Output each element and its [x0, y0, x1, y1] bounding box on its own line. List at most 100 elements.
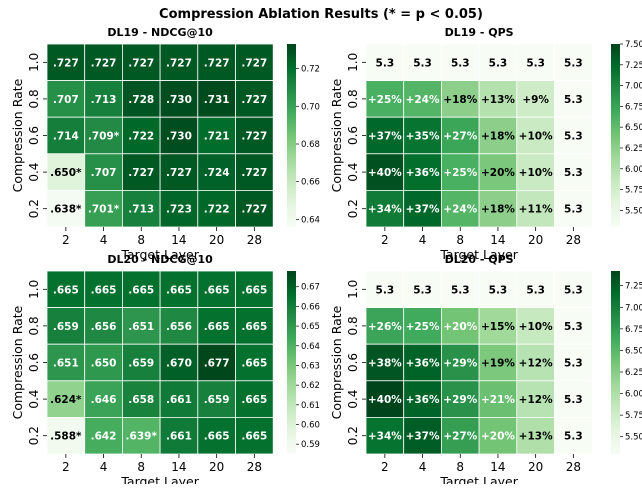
panel-dl19-ndcg-x-tick-label: 4	[100, 233, 108, 247]
panel-dl20-qps-x-tick-label: 2	[381, 460, 389, 474]
panel-dl20-ndcg-x-tick-label: 20	[209, 460, 224, 474]
panel-dl20-qps-colorbar-tick-label: 6.50	[625, 346, 642, 356]
panel-dl20-ndcg-cell-label: .665	[204, 431, 230, 443]
panel-dl20-qps-colorbar-tick-label: 6.25	[625, 368, 642, 378]
panel-dl20-qps-cell-label: +20%	[481, 431, 515, 443]
panel-dl19-ndcg-cell-label: .727	[166, 167, 192, 179]
panel-dl20-ndcg-cell-label: .624*	[50, 394, 82, 406]
panel-dl20-qps-cell-label: 5.3	[451, 284, 470, 296]
panel-dl20-ndcg-cell	[197, 416, 236, 455]
panel-dl19-ndcg-cell-label: .728	[128, 94, 154, 106]
panel-dl19-ndcg-cell-label: .730	[166, 94, 192, 106]
panel-dl20-qps-cell	[554, 270, 593, 308]
panel-dl20-qps-cell	[554, 416, 593, 455]
panel-dl19-qps-x-tick-label: 8	[456, 233, 464, 247]
panel-dl19-ndcg-y-axis-label: Compression Rate	[10, 78, 25, 192]
panel-dl19-qps-cell-label: +9%	[522, 94, 549, 106]
panel-dl20-ndcg-colorbar-tick-label: 0.66	[301, 302, 320, 312]
panel-dl19-ndcg-cell-label: .727	[241, 131, 267, 143]
panel-dl19-qps-cell	[478, 189, 518, 228]
panel-dl20-ndcg-cell-label: .656	[166, 321, 192, 333]
panel-dl20-ndcg-title: DL20 - NDCG@10	[107, 253, 213, 266]
panel-dl20-qps-cell	[554, 380, 593, 418]
panel-dl19-qps-y-tick-label: 0.6	[346, 126, 360, 145]
panel-dl19-qps-cell	[403, 43, 442, 81]
panel-dl20-qps-cell-label: 5.3	[564, 284, 583, 296]
panel-dl20-ndcg-cell	[235, 343, 274, 382]
panel-dl19-qps-y-tick-label: 0.2	[346, 199, 360, 218]
panel-dl19-qps-y-tick-label: 1.0	[346, 53, 360, 72]
panel-dl20-ndcg-colorbar-tick-label: 0.61	[301, 401, 320, 411]
panel-dl20-ndcg-cell	[235, 380, 274, 418]
panel-dl20-ndcg-colorbar-tick-label: 0.65	[301, 322, 320, 332]
panel-dl19-qps-x-tick-label: 14	[490, 233, 505, 247]
panel-dl19-ndcg-cell-label: .727	[241, 57, 267, 69]
panel-dl19-ndcg-y-tick-label: 0.4	[27, 163, 41, 182]
panel-dl20-qps-cell-label: +29%	[443, 394, 477, 406]
panel-dl19-qps-colorbar-tick-label: 5.50	[625, 206, 642, 216]
panel-dl20-ndcg-cell-label: .665	[166, 284, 192, 296]
panel-dl19-ndcg-cell-label: .727	[204, 57, 230, 69]
panel-dl19-qps-cell	[478, 43, 518, 81]
panel-dl20-qps-colorbar	[611, 271, 620, 454]
panel-dl19-qps-cell-label: 5.3	[564, 204, 583, 216]
panel-dl19-ndcg-cell	[84, 80, 123, 118]
panel-dl19-qps-cell-label: +24%	[406, 94, 440, 106]
panel-dl19-ndcg-cell-label: .650*	[50, 167, 82, 179]
panel-dl19-ndcg-cell-label: .727	[53, 57, 79, 69]
panel-dl20-qps-cell	[478, 270, 518, 308]
panel-dl20-qps-cell	[516, 416, 555, 455]
panel-dl19-qps-cell	[365, 153, 405, 191]
panel-dl20-qps-cell-label: +26%	[368, 321, 402, 333]
panel-dl20-qps-cell-label: +29%	[443, 358, 477, 370]
panel-dl19-qps-cell	[554, 43, 593, 81]
panel-dl20-qps-cell	[554, 307, 593, 345]
panel-dl19-qps-cell-label: +27%	[443, 131, 477, 143]
panel-dl19-qps-cell-label: 5.3	[376, 57, 395, 69]
panel-dl19-qps-colorbar-tick-label: 6.75	[625, 102, 642, 112]
panel-dl20-ndcg-cell	[197, 270, 236, 308]
panel-dl19-ndcg-cell-label: .722	[128, 131, 154, 143]
panel-dl20-ndcg-y-tick-label: 0.6	[27, 353, 41, 372]
panel-dl20-qps-cell	[365, 380, 405, 418]
panel-dl19-ndcg-x-tick-label: 28	[247, 233, 262, 247]
panel-dl19-qps-cell-label: 5.3	[564, 57, 583, 69]
panel-dl19-ndcg-cell-label: .727	[241, 167, 267, 179]
panel-dl20-ndcg-cell-label: .651	[53, 358, 79, 370]
panel-dl20-qps-cell-label: 5.3	[489, 284, 508, 296]
panel-dl19-ndcg-y-tick-label: 1.0	[27, 53, 41, 72]
panel-dl19-ndcg-cell	[235, 43, 274, 81]
panel-dl19-qps-cell-label: +18%	[481, 204, 515, 216]
panel-dl20-ndcg-cell-label: .665	[241, 321, 267, 333]
panel-dl19-qps-cell-label: +10%	[519, 131, 553, 143]
panel-dl19-ndcg-cell-label: .731	[204, 94, 230, 106]
panel-dl19-ndcg-y-tick-label: 0.2	[27, 199, 41, 218]
panel-dl20-ndcg-y-tick-label: 0.2	[27, 426, 41, 445]
panel-dl20-qps-cell-label: 5.3	[413, 284, 432, 296]
panel-dl20-ndcg-y-tick-label: 1.0	[27, 280, 41, 299]
panel-dl20-ndcg-cell	[46, 416, 86, 455]
panel-dl19-qps-y-tick-label: 0.4	[346, 163, 360, 182]
panel-dl20-ndcg-cell-label: .639*	[126, 431, 158, 443]
panel-dl19-qps-colorbar	[611, 44, 620, 227]
panel-dl20-ndcg-x-tick-label: 4	[100, 460, 108, 474]
panel-dl19-ndcg-cell	[159, 153, 199, 191]
panel-dl19-ndcg-x-axis-label: Target Layer	[120, 247, 199, 262]
panel-dl20-qps-colorbar-tick-label: 6.00	[625, 390, 642, 400]
panel-dl19-ndcg-cell-label: .727	[241, 204, 267, 216]
panel-dl19-ndcg-cell-label: .707	[53, 94, 79, 106]
panel-dl20-ndcg-cell-label: .659	[53, 321, 79, 333]
panel-dl19-ndcg-y-tick-label: 0.8	[27, 89, 41, 108]
panel-dl20-qps-cell-label: +10%	[519, 321, 553, 333]
panel-dl19-qps-cell-label: +25%	[443, 167, 477, 179]
panel-dl20-qps-x-tick-label: 28	[566, 460, 581, 474]
panel-dl19-qps-y-tick-label: 0.8	[346, 89, 360, 108]
panel-dl20-qps-y-tick-label: 0.6	[346, 353, 360, 372]
panel-dl20-ndcg-cell	[46, 307, 86, 345]
panel-dl20-qps-cell-label: +27%	[443, 431, 477, 443]
panel-dl19-qps-x-tick-label: 28	[566, 233, 581, 247]
panel-dl20-ndcg-cell-label: .588*	[50, 431, 82, 443]
panel-dl19-ndcg-colorbar-tick-label: 0.70	[301, 102, 320, 112]
panel-dl19-ndcg-x-tick-label: 2	[62, 233, 70, 247]
panel-dl20-qps-cell-label: +37%	[406, 431, 440, 443]
